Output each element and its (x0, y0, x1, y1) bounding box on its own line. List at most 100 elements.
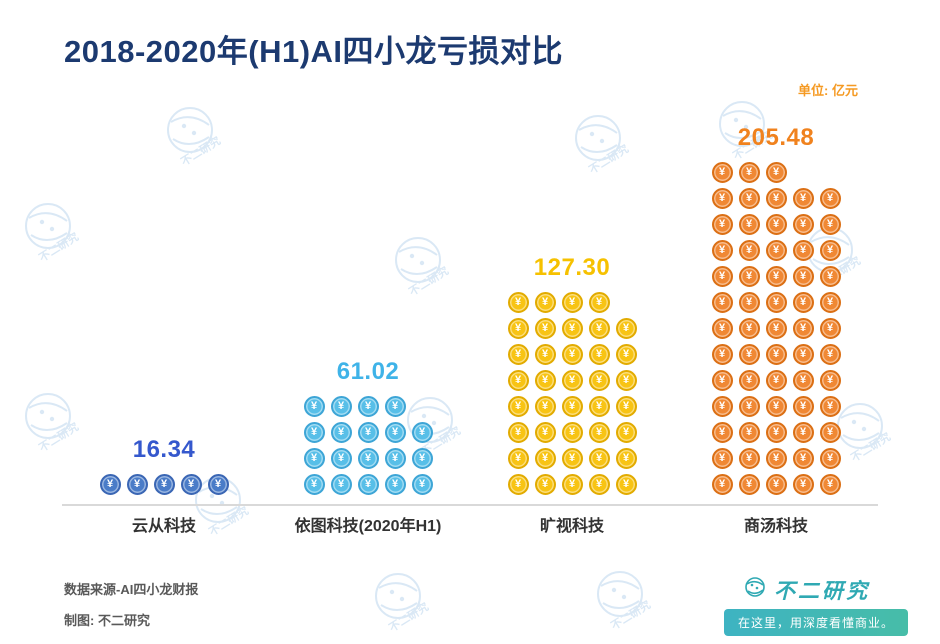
chart-title: 2018-2020年(H1)AI四小龙亏损对比 (64, 34, 564, 69)
brand-name: 不二研究 (774, 579, 870, 603)
coin-icon: ¥ (819, 292, 841, 313)
coin-icon: ¥ (711, 396, 733, 417)
coin-icon: ¥ (507, 370, 529, 391)
brand-tagline-banner: 在这里，用深度看懂商业。 (723, 609, 908, 636)
coin-icon: ¥ (819, 188, 841, 209)
coin-icon: ¥ (819, 422, 841, 443)
coin-icon: ¥ (711, 162, 733, 183)
coin-icon: ¥ (792, 188, 814, 209)
category-label: 旷视科技 (539, 518, 604, 535)
coin-icon: ¥ (738, 214, 760, 235)
coin-icon: ¥ (507, 448, 529, 469)
coin-icon: ¥ (588, 422, 610, 443)
coin-icon: ¥ (411, 448, 433, 469)
coin-icon: ¥ (357, 474, 379, 495)
coin-icon: ¥ (303, 448, 325, 469)
coin-icon: ¥ (819, 448, 841, 469)
coin-icon: ¥ (792, 396, 814, 417)
coin-icon: ¥ (711, 318, 733, 339)
bar-column-1: 16.34 ¥ ¥ ¥ ¥ ¥ (62, 436, 266, 504)
coin-icon: ¥ (615, 474, 637, 495)
value-label: 16.34 (132, 436, 196, 463)
coin-icon: ¥ (711, 448, 733, 469)
coin-icon: ¥ (792, 266, 814, 287)
svg-text:不二研究: 不二研究 (386, 599, 431, 634)
coin-icon: ¥ (765, 370, 787, 391)
coin-icon: ¥ (615, 370, 637, 391)
coin-icon: ¥ (303, 474, 325, 495)
coin-icon: ¥ (507, 422, 529, 443)
coin-icon: ¥ (615, 422, 637, 443)
coin-icon: ¥ (765, 474, 787, 495)
coin-icon: ¥ (330, 422, 352, 443)
coin-icon: ¥ (534, 370, 556, 391)
coin-icon: ¥ (507, 474, 529, 495)
coin-icon: ¥ (615, 448, 637, 469)
coin-icon: ¥ (819, 474, 841, 495)
coin-icon: ¥ (819, 266, 841, 287)
coin-icon: ¥ (738, 344, 760, 365)
coin-icon: ¥ (153, 474, 175, 495)
coin-icon: ¥ (303, 396, 325, 417)
coin-icon: ¥ (792, 422, 814, 443)
coin-icon: ¥ (357, 396, 379, 417)
coin-icon: ¥ (738, 292, 760, 313)
coin-icon: ¥ (792, 344, 814, 365)
brand-corner: 不二研究 在这里，用深度看懂商业。 (723, 574, 908, 636)
coin-icon: ¥ (738, 162, 760, 183)
coin-icon: ¥ (411, 474, 433, 495)
category-axis: 云从科技 依图科技(2020年H1) 旷视科技 商汤科技 (62, 512, 878, 536)
bar-column-2: 61.02 ¥ ¥ ¥ ¥ ¥ ¥ ¥ ¥ ¥ ¥ ¥ ¥ ¥ ¥ ¥ ¥ ¥ ¥ ¥ (266, 358, 470, 504)
coin-icon: ¥ (765, 448, 787, 469)
coin-icon: ¥ (330, 448, 352, 469)
coin-icon: ¥ (588, 474, 610, 495)
unit-label: 单位: 亿元 (798, 83, 858, 98)
coin-icon: ¥ (792, 370, 814, 391)
brand-doodle-icon (742, 574, 768, 605)
coin-icon: ¥ (765, 318, 787, 339)
coin-icon: ¥ (357, 422, 379, 443)
coin-icon: ¥ (792, 214, 814, 235)
coin-icon: ¥ (738, 318, 760, 339)
coin-icon: ¥ (738, 448, 760, 469)
coin-icon: ¥ (507, 318, 529, 339)
coin-icon: ¥ (819, 344, 841, 365)
coin-icon: ¥ (507, 344, 529, 365)
coin-icon: ¥ (303, 422, 325, 443)
coin-icon: ¥ (588, 292, 610, 313)
data-source-note: 数据来源-AI四小龙财报 (64, 582, 199, 597)
coin-icon: ¥ (588, 396, 610, 417)
coin-icon: ¥ (411, 422, 433, 443)
coin-icon: ¥ (765, 162, 787, 183)
coin-icon: ¥ (738, 188, 760, 209)
coin-icon: ¥ (792, 240, 814, 261)
coin-icon: ¥ (126, 474, 148, 495)
coin-icon: ¥ (207, 474, 229, 495)
coin-icon: ¥ (561, 422, 583, 443)
coin-icon: ¥ (561, 474, 583, 495)
coin-icon: ¥ (507, 292, 529, 313)
category-label: 依图科技(2020年H1) (294, 518, 442, 535)
coin-icon: ¥ (99, 474, 121, 495)
coin-icon: ¥ (711, 422, 733, 443)
coin-icon: ¥ (711, 370, 733, 391)
category-label: 云从科技 (131, 518, 196, 535)
coin-icon: ¥ (588, 318, 610, 339)
coin-icon: ¥ (561, 318, 583, 339)
coin-icon: ¥ (765, 214, 787, 235)
coin-icon: ¥ (711, 292, 733, 313)
coin-icon: ¥ (792, 448, 814, 469)
coin-icon: ¥ (711, 344, 733, 365)
value-label: 127.30 (533, 254, 611, 281)
coin-icon: ¥ (615, 344, 637, 365)
coin-icon: ¥ (534, 422, 556, 443)
coin-icon: ¥ (765, 266, 787, 287)
coin-icon: ¥ (792, 318, 814, 339)
coin-icon: ¥ (615, 318, 637, 339)
value-label: 61.02 (336, 358, 400, 385)
coin-icon: ¥ (534, 396, 556, 417)
coin-icon: ¥ (588, 448, 610, 469)
watermark-logo: 不二研究 (356, 558, 448, 644)
coin-icon: ¥ (792, 292, 814, 313)
coin-icon: ¥ (180, 474, 202, 495)
